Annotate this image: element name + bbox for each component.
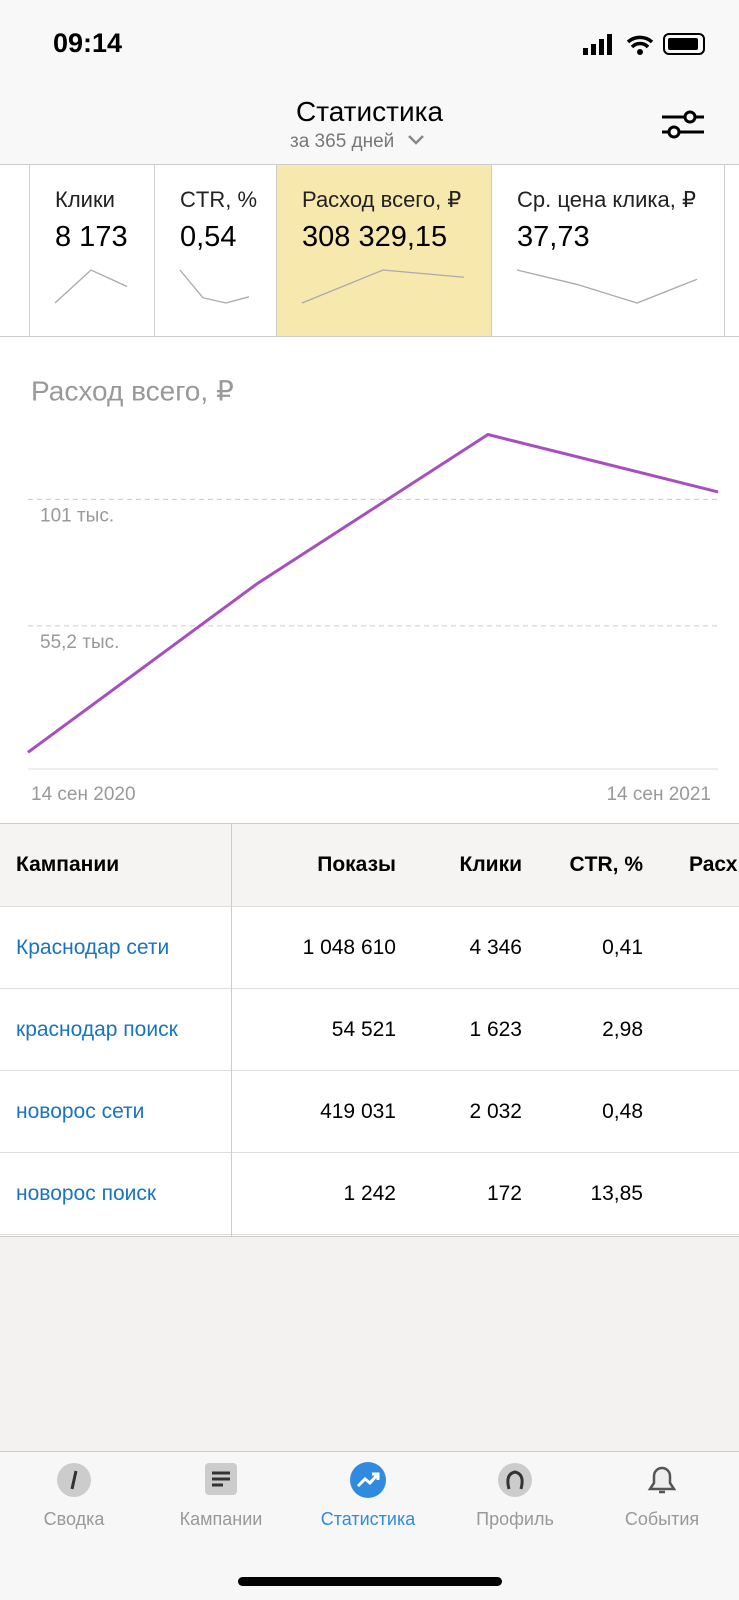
cell: 172 (486, 1182, 522, 1205)
chart: Расход всего, ₽ 55,2 тыс. 101 тыс. 14 сен … (0, 337, 739, 823)
column-header[interactable]: CTR, % (569, 853, 644, 876)
tab-icon (350, 1462, 386, 1498)
column-header[interactable]: Расх (689, 853, 738, 876)
line (27, 432, 719, 754)
sparkline (179, 269, 250, 304)
table-row: новорос поиск 1 242 172 13,85 (0, 1153, 739, 1235)
page-title: Статистика (295, 96, 444, 127)
column-divider (231, 824, 232, 1236)
tab-icon (498, 1463, 532, 1497)
tab-label: Кампании (179, 1509, 263, 1529)
y-tick-label: 101 тыс. (40, 505, 114, 526)
tab-icon (205, 1463, 237, 1495)
tile-edge (0, 165, 29, 336)
campaign-link[interactable]: Краснодар сети (16, 936, 170, 959)
cell: 1 242 (343, 1182, 396, 1205)
tile-edge (724, 165, 739, 336)
header-row: Кампании Показы Клики CTR, % Расх (0, 824, 739, 907)
cell: 2,98 (602, 1018, 643, 1041)
chevron (407, 135, 424, 145)
campaign-table: Кампании Показы Клики CTR, % Расх Краснодар с… (0, 823, 739, 1237)
column-header[interactable]: Показы (317, 853, 396, 876)
table-row: Краснодар сети 1 048 610 4 346 0,41 (0, 907, 739, 989)
tab-label: Профиль (476, 1509, 554, 1529)
period[interactable]: за 365 дней (290, 131, 395, 152)
status-time: 09:14 (53, 28, 123, 58)
chart-title: Расход всего, ₽ (31, 375, 234, 406)
metric-tile[interactable]: Ср. цена клика, ₽ 37,73 (491, 165, 724, 336)
x-tick-label: 14 сен 2021 (606, 784, 711, 805)
tab-icon (647, 1466, 677, 1494)
y-tick-label: 55,2 тыс. (40, 632, 119, 653)
metric-value: 37,73 (517, 221, 590, 253)
tab-label: Статистика (320, 1509, 416, 1529)
cell: 4 346 (469, 936, 522, 959)
period-selector[interactable]: за 365 дней (290, 131, 426, 153)
campaign-link[interactable]: краснодар поиск (16, 1018, 178, 1041)
top-bar: 09:14 Статистика за 365 дней (0, 0, 739, 165)
metric-tile[interactable]: CTR, % 0,54 (154, 165, 276, 336)
x-tick-label: 14 сен 2020 (31, 784, 136, 805)
metric-tiles: Клики 8 173 CTR, % 0,54 Расход всего, ₽ 308 3… (0, 165, 739, 337)
cell: 0,48 (602, 1100, 643, 1123)
metric-value: 8 173 (55, 221, 128, 253)
status-icons (583, 33, 705, 55)
metric-label: Клики (55, 187, 115, 212)
table-row: краснодар поиск 54 521 1 623 2,98 (0, 989, 739, 1071)
metric-value: 308 329,15 (302, 221, 448, 253)
table-row: новорос сети 419 031 2 032 0,48 (0, 1071, 739, 1153)
metric-tile[interactable]: Клики 8 173 (29, 165, 154, 336)
tab-label: События (624, 1509, 700, 1529)
sparkline-path (301, 269, 465, 304)
cell: 1 623 (469, 1018, 522, 1041)
metric-tile[interactable]: Расход всего, ₽ 308 329,15 (276, 165, 491, 336)
cell: 2 032 (469, 1100, 522, 1123)
metric-label: Расход всего, ₽ (302, 187, 462, 212)
tab-label: Сводка (43, 1509, 105, 1529)
cell: 0,41 (602, 936, 643, 959)
filter-button[interactable] (660, 108, 706, 140)
cell: 13,85 (590, 1182, 643, 1205)
campaign-link[interactable]: новорос поиск (16, 1182, 157, 1205)
tab-icon (57, 1463, 91, 1497)
cell: 1 048 610 (302, 936, 396, 959)
sparkline-path (54, 269, 128, 304)
cell: 54 521 (331, 1018, 396, 1041)
sparkline-path (516, 269, 698, 304)
campaign-link[interactable]: новорос сети (16, 1100, 145, 1123)
metric-label: CTR, % (180, 187, 257, 212)
column-header[interactable]: Кампании (16, 853, 120, 876)
sparkline (301, 269, 465, 304)
tab-bar: Сводка Кампании Статистика Профиль События (0, 1451, 739, 1600)
sparkline-path (179, 269, 250, 304)
home-indicator (238, 1577, 502, 1586)
column-header[interactable]: Клики (459, 853, 523, 876)
cell: 419 031 (320, 1100, 396, 1123)
sparkline (54, 269, 128, 304)
sparkline (516, 269, 698, 304)
metric-label: Ср. цена клика, ₽ (517, 187, 696, 212)
metric-value: 0,54 (180, 221, 237, 253)
